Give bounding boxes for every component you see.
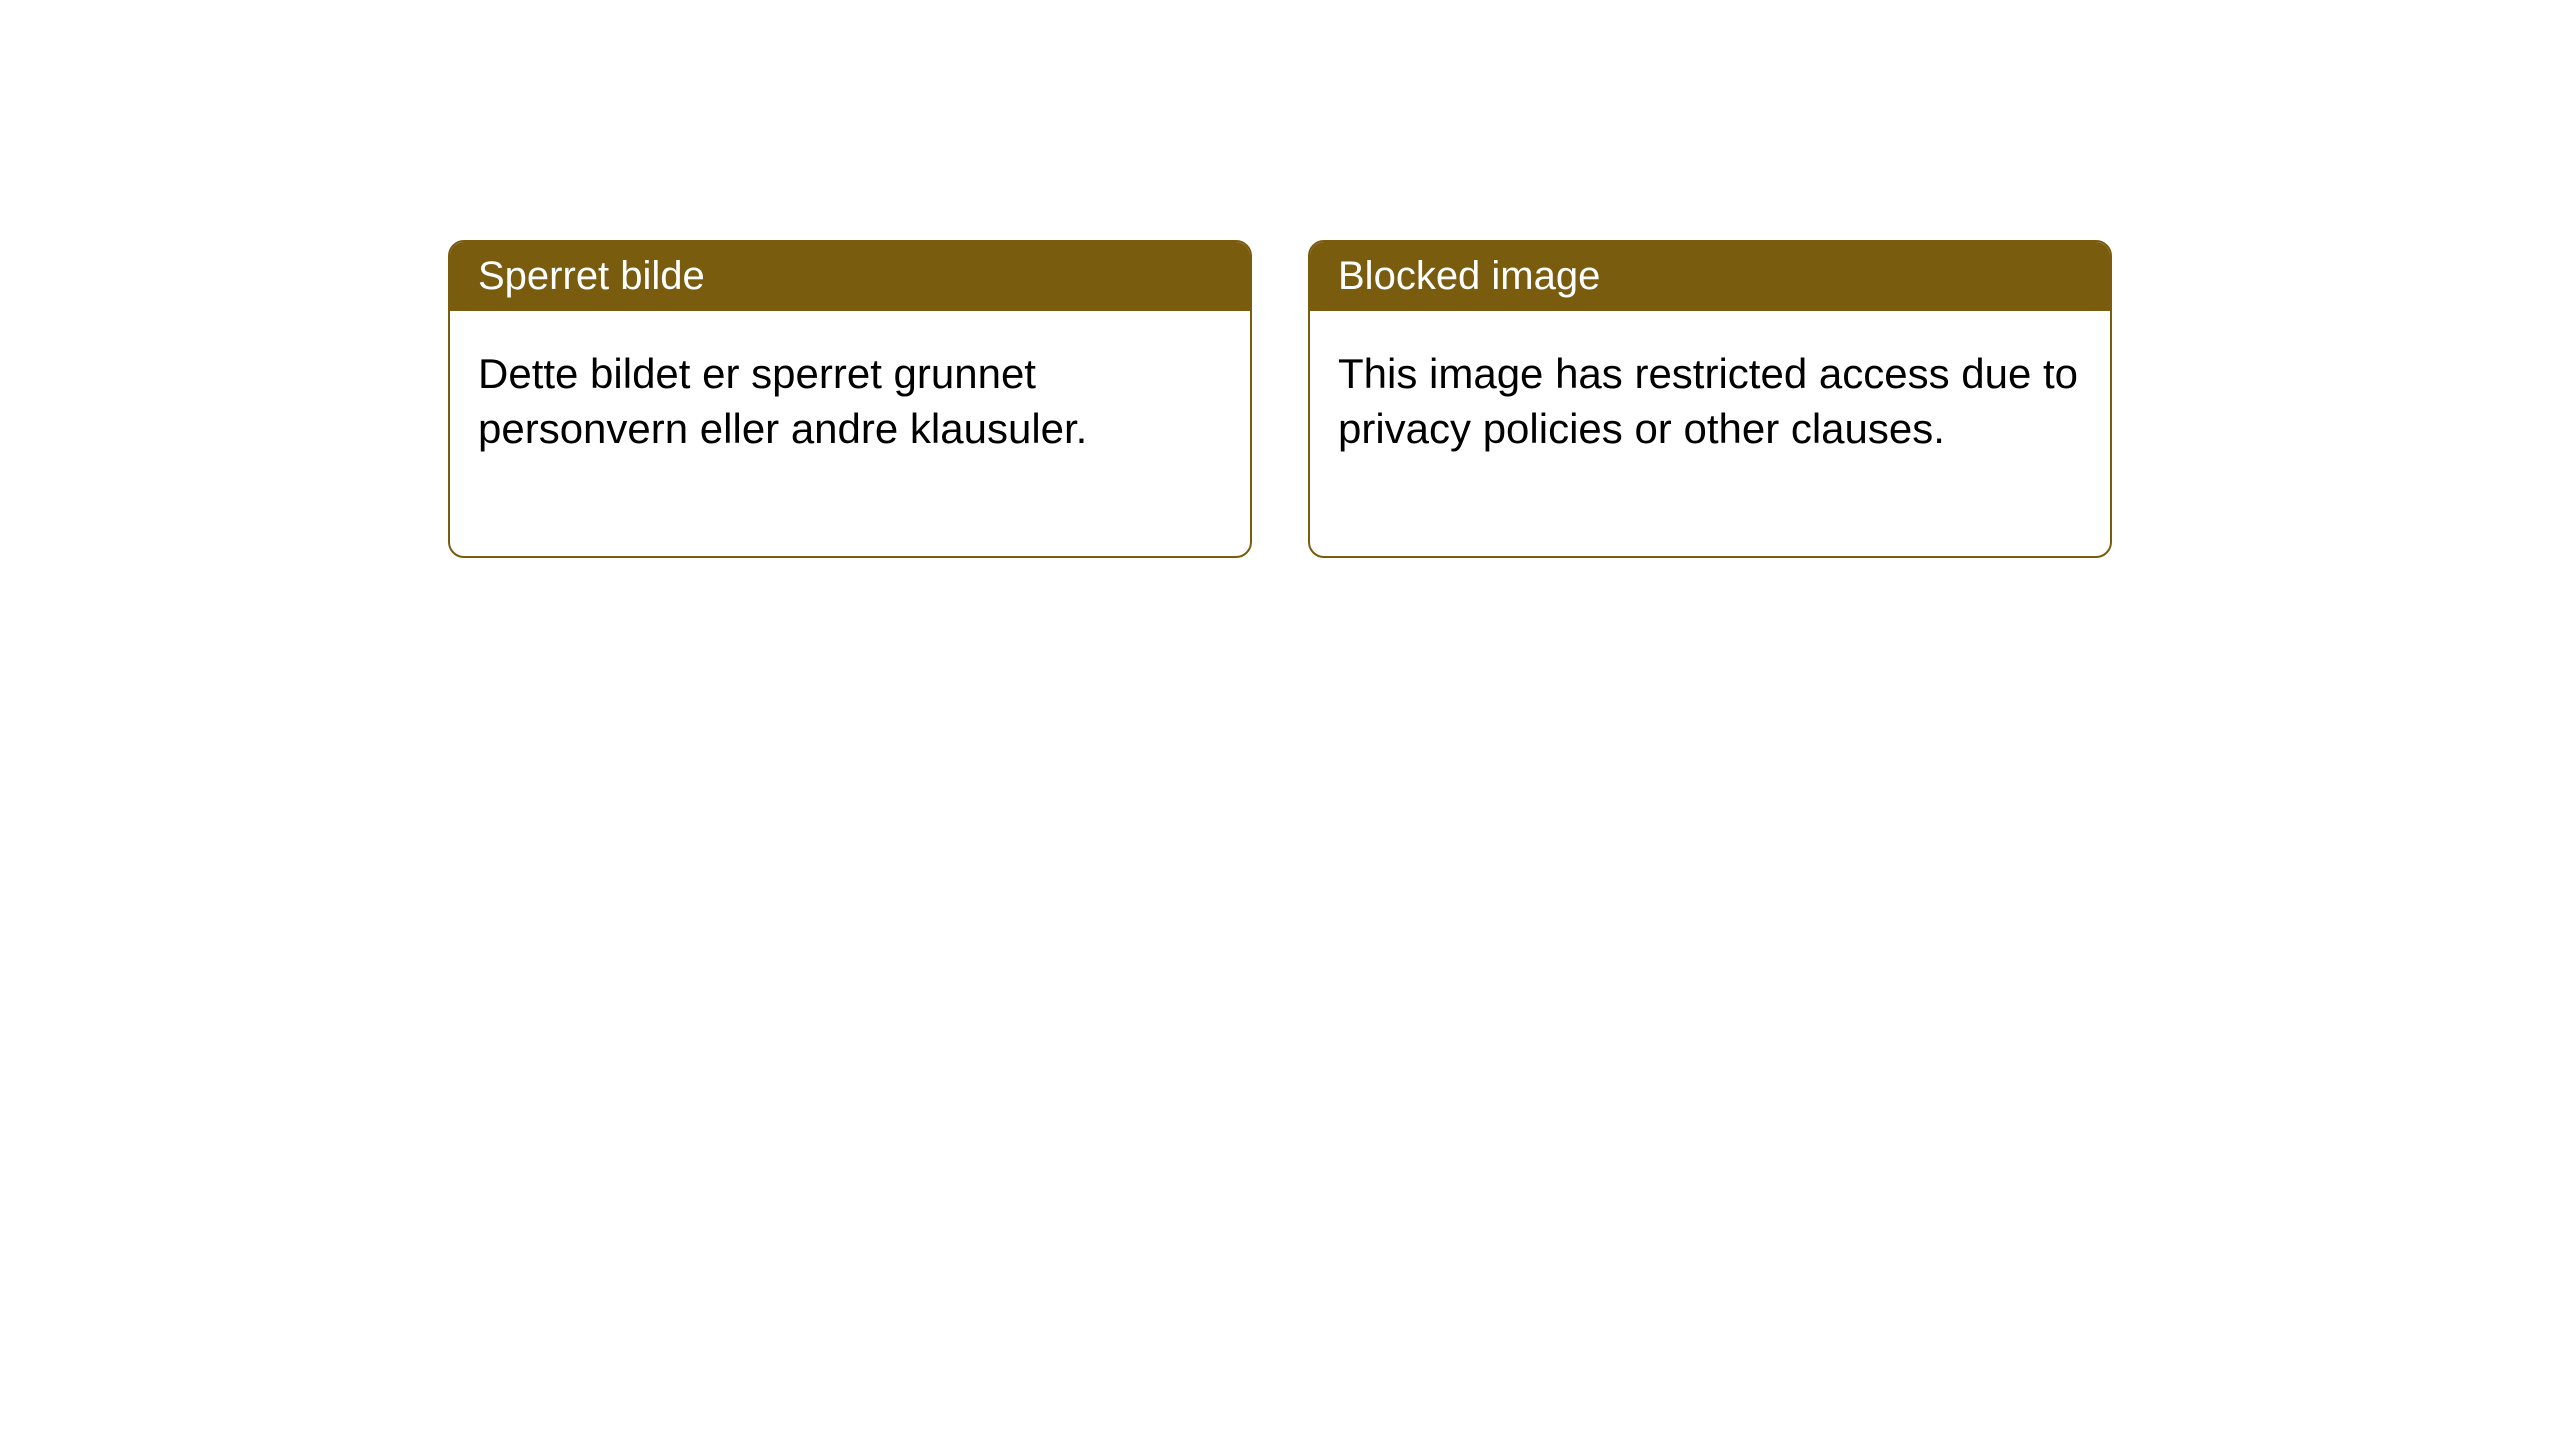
card-body: Dette bildet er sperret grunnet personve… [450,311,1250,556]
card-header: Blocked image [1310,242,2110,311]
card-header: Sperret bilde [450,242,1250,311]
card-title: Sperret bilde [478,254,705,298]
notice-card-norwegian: Sperret bilde Dette bildet er sperret gr… [448,240,1252,558]
notice-cards-container: Sperret bilde Dette bildet er sperret gr… [448,240,2112,558]
card-body: This image has restricted access due to … [1310,311,2110,556]
card-title: Blocked image [1338,254,1600,298]
card-body-text: This image has restricted access due to … [1338,350,2078,452]
card-body-text: Dette bildet er sperret grunnet personve… [478,350,1087,452]
notice-card-english: Blocked image This image has restricted … [1308,240,2112,558]
